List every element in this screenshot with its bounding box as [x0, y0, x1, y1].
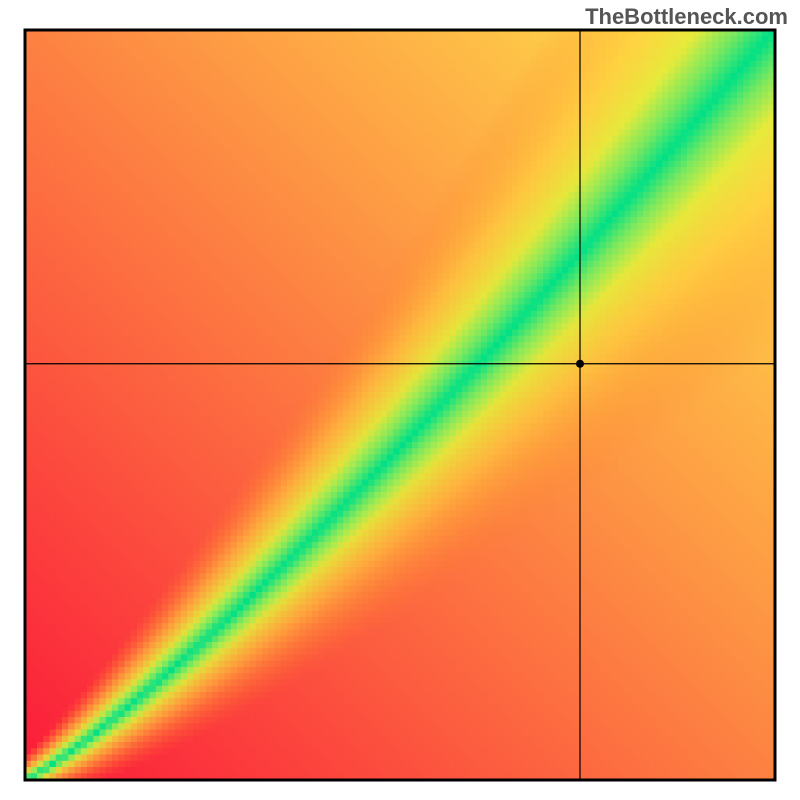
chart-container: TheBottleneck.com — [0, 0, 800, 800]
watermark-text: TheBottleneck.com — [585, 4, 788, 30]
heatmap-cells — [25, 30, 776, 781]
heatmap-plot — [0, 0, 800, 800]
crosshair-marker — [576, 360, 584, 368]
